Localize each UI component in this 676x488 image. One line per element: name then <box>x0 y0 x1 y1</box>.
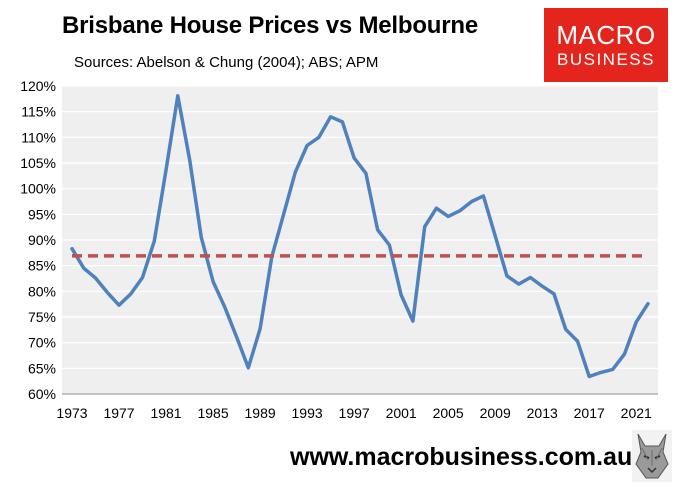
logo-line-2: BUSINESS <box>557 50 655 69</box>
x-tick-label: 1993 <box>292 405 323 421</box>
y-tick-label: 70% <box>28 335 56 351</box>
y-tick-label: 115% <box>21 104 56 120</box>
x-tick-label: 2013 <box>527 405 558 421</box>
y-tick-label: 80% <box>28 283 56 299</box>
macrobusiness-logo: MACRO BUSINESS <box>544 8 668 82</box>
chart-title: Brisbane House Prices vs Melbourne <box>62 12 479 39</box>
x-axis-ticks: 1973 1977 1981 1985 1989 1993 1997 2001 2005 2009… <box>56 405 652 421</box>
y-tick-label: 110% <box>21 129 56 145</box>
y-tick-label: 75% <box>28 309 56 325</box>
x-tick-label: 2009 <box>480 405 511 421</box>
y-tick-label: 90% <box>28 232 56 248</box>
x-tick-label: 1981 <box>150 405 181 421</box>
y-tick-label: 100% <box>20 181 56 197</box>
x-tick-label: 1997 <box>339 405 370 421</box>
y-tick-label: 95% <box>28 206 56 222</box>
x-tick-label: 1989 <box>245 405 276 421</box>
website-url[interactable]: www.macrobusiness.com.au <box>290 443 633 471</box>
logo-line-1: MACRO <box>556 20 656 50</box>
y-tick-label: 65% <box>28 360 56 376</box>
brisbane-melbourne-ratio-line <box>70 94 650 379</box>
chart-subtitle: Sources: Abelson & Chung (2004); ABS; AP… <box>74 54 379 71</box>
y-tick-label: 120% <box>20 78 56 94</box>
y-tick-label: 85% <box>28 258 56 274</box>
gridlines <box>62 85 658 369</box>
x-tick-label: 2021 <box>621 405 652 421</box>
y-tick-label: 60% <box>28 386 56 402</box>
wolf-mascot-icon <box>632 430 672 482</box>
x-tick-label: 1977 <box>103 405 134 421</box>
x-tick-label: 1973 <box>56 405 87 421</box>
series-group <box>70 94 650 379</box>
y-axis-ticks: 60% 65% 70% 75% 80% 85% 90% 95% 100% 105% 110% 115%… <box>20 78 56 402</box>
x-tick-label: 2001 <box>386 405 417 421</box>
x-tick-label: 2017 <box>574 405 605 421</box>
x-tick-label: 2005 <box>433 405 464 421</box>
x-tick-label: 1985 <box>197 405 228 421</box>
y-tick-label: 105% <box>20 155 56 171</box>
